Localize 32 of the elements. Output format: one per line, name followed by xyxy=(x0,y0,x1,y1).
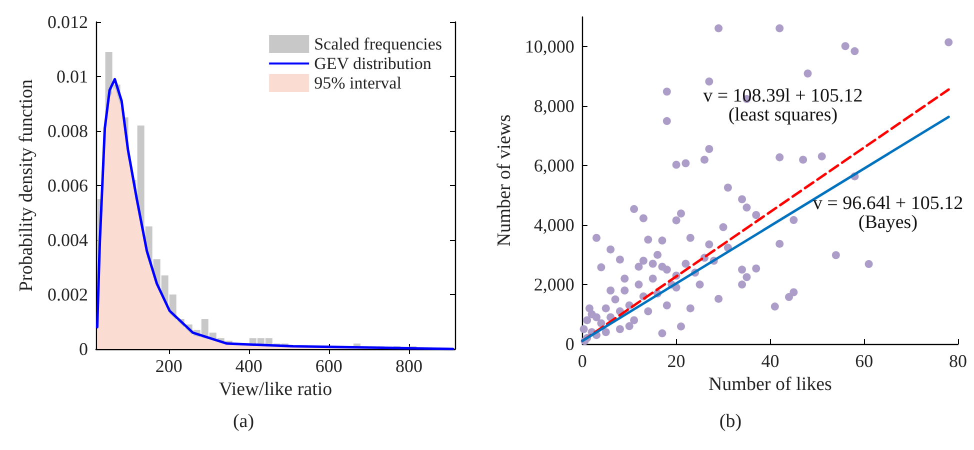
y-tick-label: 0.002 xyxy=(48,284,88,304)
annotation: v = 96.64l + 105.12 (Bayes) xyxy=(812,193,964,234)
x-tick-label: 40 xyxy=(761,351,780,371)
x-tick-label: 400 xyxy=(235,356,262,376)
x-axis-title: Number of likes xyxy=(708,374,832,395)
text: (a) xyxy=(232,411,254,432)
x-tick-label: 200 xyxy=(155,356,182,376)
y-tick-label: 4,000 xyxy=(534,215,574,236)
y-tick-label: 10,000 xyxy=(524,36,574,57)
y-tick-label: 0.01 xyxy=(56,66,88,86)
legend-label: 95% interval xyxy=(314,74,402,92)
x-tick-label: 0 xyxy=(578,351,587,371)
y-tick-label: 2,000 xyxy=(534,274,574,295)
x-tick-label: 60 xyxy=(855,351,874,371)
y-tick-label: 0.006 xyxy=(48,176,88,196)
text: (b) xyxy=(719,411,742,432)
y-tick-label: 0 xyxy=(565,334,574,354)
annotation: v = 108.39l + 105.12 (least squares) xyxy=(703,85,863,126)
x-tick-label: 600 xyxy=(315,356,342,376)
legend-label: Scaled frequencies xyxy=(314,34,442,54)
y-tick-label: 0.004 xyxy=(48,230,88,250)
x-tick-label: 20 xyxy=(667,351,686,371)
y-axis-title: Probability density function xyxy=(16,78,37,292)
y-tick-label: 6,000 xyxy=(534,156,574,176)
y-tick-label: 0.012 xyxy=(48,12,88,32)
y-tick-label: 0.008 xyxy=(48,121,88,141)
legend-label: GEV distribution xyxy=(314,54,432,73)
x-tick-label: 800 xyxy=(395,356,422,376)
y-tick-label: 8,000 xyxy=(534,96,574,116)
x-tick-label: 80 xyxy=(949,351,967,371)
x-axis-title: View/like ratio xyxy=(218,378,332,400)
y-axis-title: Number of views xyxy=(494,114,515,246)
